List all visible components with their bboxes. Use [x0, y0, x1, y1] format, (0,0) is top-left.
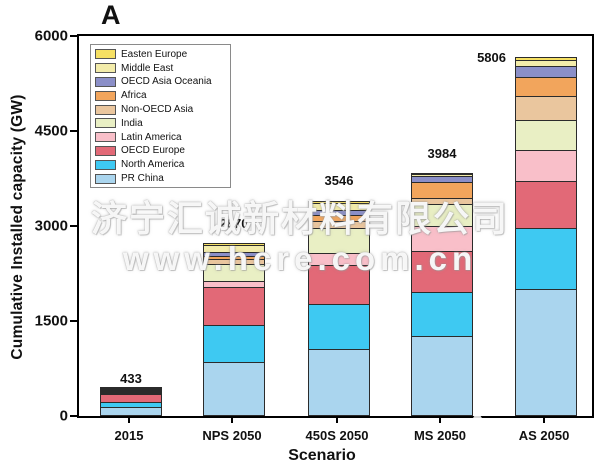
bar-total-label: 433 — [120, 370, 142, 386]
legend-swatch — [95, 49, 116, 60]
x-tick-label: MS 2050 — [413, 428, 467, 443]
stacked-bar-ms-2050 — [411, 172, 473, 416]
x-tick-label: AS 2050 — [518, 428, 570, 443]
panel-label: A — [101, 0, 121, 30]
segment-pr-china — [100, 406, 162, 416]
segment-india — [515, 119, 577, 151]
y-tick-mark — [70, 415, 77, 417]
legend-label: North America — [121, 159, 185, 171]
bar-total-label: 2870 — [219, 216, 249, 232]
bar-total-label: 3984 — [427, 145, 457, 161]
segment-non-oecd-asia — [515, 96, 577, 121]
x-axis-title: Scenario — [288, 447, 356, 464]
legend-item-africa: Africa — [95, 89, 226, 102]
legend-swatch — [95, 159, 116, 170]
legend-item-north-america: North America — [95, 158, 226, 171]
x-tick-mark — [543, 418, 545, 423]
legend-swatch — [95, 104, 116, 115]
segment-north-america — [308, 304, 370, 350]
bar-total-label: 5806 — [477, 50, 506, 66]
stacked-bar-450s-2050 — [308, 200, 370, 416]
y-tick-label: 3000 — [34, 217, 68, 235]
y-tick-mark — [70, 320, 77, 322]
legend-label: OECD Europe — [121, 145, 185, 157]
x-tick-label: 2015 — [114, 428, 144, 443]
bar-total-label: 3546 — [324, 173, 354, 189]
legend-label: Non-OECD Asia — [121, 104, 194, 116]
segment-oecd-europe — [308, 264, 370, 306]
y-tick-label: 6000 — [34, 27, 68, 45]
x-tick-mark — [128, 418, 130, 423]
y-tick-label: 1500 — [34, 312, 68, 330]
y-tick-mark — [70, 130, 77, 132]
segment-india — [411, 203, 473, 228]
legend: Easten Europe Middle East OECD Asia Oceani… — [90, 44, 231, 188]
segment-north-america — [411, 292, 473, 337]
legend-swatch — [95, 90, 116, 101]
legend-swatch — [95, 118, 116, 129]
segment-north-america — [203, 325, 265, 364]
legend-label: PR China — [121, 173, 164, 185]
legend-label: Africa — [121, 90, 147, 102]
legend-item-india: India — [95, 117, 226, 130]
stacked-bar-as-2050 — [515, 57, 577, 416]
segment-india — [203, 264, 265, 283]
segment-india — [308, 228, 370, 254]
segment-pr-china — [203, 362, 265, 416]
segment-africa — [515, 77, 577, 98]
x-tick-mark — [336, 418, 338, 423]
legend-item-oecd-asia-oceania: OECD Asia Oceania — [95, 76, 226, 89]
segment-oecd-europe — [411, 250, 473, 294]
legend-label: Easten Europe — [121, 48, 188, 60]
legend-swatch — [95, 173, 116, 184]
legend-item-pr-china: PR China — [95, 172, 226, 185]
segment-pr-china — [308, 348, 370, 416]
x-tick-mark — [439, 418, 441, 423]
legend-swatch — [95, 63, 116, 74]
y-tick-mark — [70, 225, 77, 227]
legend-item-latin-america: Latin America — [95, 131, 226, 144]
x-tick-label: 450S 2050 — [305, 428, 369, 443]
stacked-bar-nps-2050 — [203, 243, 265, 416]
legend-item-non-oecd-asia: Non-OECD Asia — [95, 103, 226, 116]
stacked-bar-2015 — [100, 386, 162, 416]
x-tick-mark — [231, 418, 233, 423]
y-tick-label: 0 — [59, 407, 68, 425]
legend-item-middle-east: Middle East — [95, 62, 226, 75]
segment-pr-china — [411, 335, 473, 416]
segment-pr-china — [515, 289, 577, 416]
segment-oecd-europe — [515, 181, 577, 230]
legend-label: OECD Asia Oceania — [121, 76, 212, 88]
legend-item-easten-europe: Easten Europe — [95, 48, 226, 61]
plot-area: 433 2870 3546 3984 5806 Easten Europe Middle … — [77, 34, 594, 418]
legend-swatch — [95, 76, 116, 87]
legend-label: Middle East — [121, 62, 174, 74]
segment-north-america — [515, 228, 577, 291]
legend-label: India — [121, 117, 143, 129]
legend-swatch — [95, 132, 116, 143]
segment-africa — [411, 182, 473, 200]
y-tick-mark — [70, 35, 77, 37]
y-tick-label: 4500 — [34, 122, 68, 140]
legend-swatch — [95, 145, 116, 156]
segment-latin-america — [411, 226, 473, 252]
segment-latin-america — [515, 149, 577, 183]
segment-oecd-europe — [203, 286, 265, 327]
legend-label: Latin America — [121, 131, 182, 143]
legend-item-oecd-europe: OECD Europe — [95, 145, 226, 158]
x-tick-label: NPS 2050 — [202, 428, 262, 443]
